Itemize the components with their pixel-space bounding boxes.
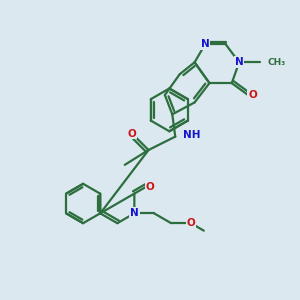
- Text: NH: NH: [183, 130, 200, 140]
- Text: N: N: [201, 40, 209, 50]
- Text: CH₃: CH₃: [267, 58, 286, 67]
- Text: N: N: [235, 57, 244, 67]
- Text: N: N: [130, 208, 139, 218]
- Text: O: O: [146, 182, 154, 192]
- Text: O: O: [128, 129, 136, 139]
- Text: O: O: [248, 90, 257, 100]
- Text: O: O: [186, 218, 195, 228]
